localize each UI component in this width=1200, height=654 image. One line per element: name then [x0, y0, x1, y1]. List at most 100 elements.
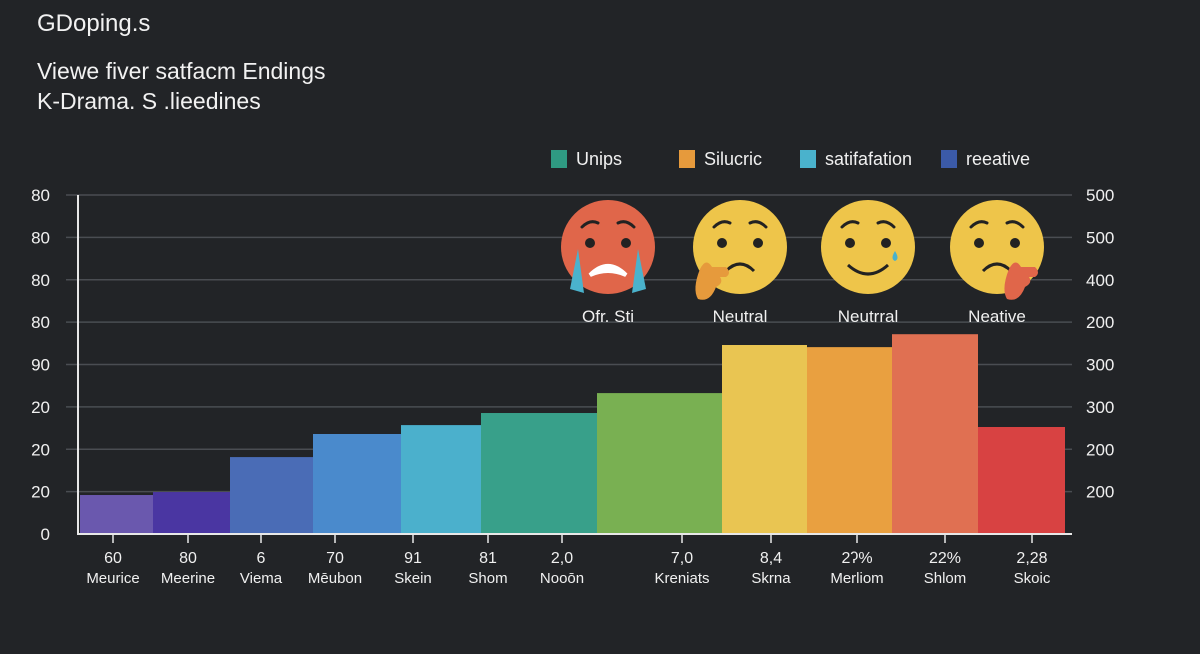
annotation-label: Neative — [968, 307, 1026, 326]
worried-thinking-face-icon — [950, 200, 1044, 300]
right-tick-label: 300 — [1086, 356, 1114, 375]
bar — [892, 334, 978, 534]
x-tick-value: 81 — [479, 550, 497, 567]
bar — [481, 413, 597, 534]
x-tick-label: Viema — [240, 570, 283, 587]
bar — [153, 492, 230, 534]
hand — [695, 262, 729, 300]
right-tick-label: 200 — [1086, 440, 1114, 459]
left-tick-label: 0 — [41, 525, 50, 544]
hand — [1004, 262, 1038, 300]
eye — [845, 238, 855, 248]
legend-item: satifafation — [800, 149, 912, 169]
x-tick-label: Skein — [394, 570, 432, 587]
tear — [892, 251, 898, 261]
brow — [969, 220, 989, 229]
mouth — [724, 262, 756, 273]
chart-subtitle-line2: K-Drama. S .lieedines — [37, 88, 261, 114]
right-tick-label: 300 — [1086, 398, 1114, 417]
x-tick-value: 22% — [929, 550, 961, 567]
smiling-tear-face-icon — [821, 200, 915, 294]
x-tick-value: 91 — [404, 550, 422, 567]
eye — [974, 238, 984, 248]
brow — [1005, 220, 1025, 229]
eye — [717, 238, 727, 248]
x-tick-value: 8,4 — [760, 550, 782, 567]
eye — [585, 238, 595, 248]
annotation-label: Neutrral — [838, 307, 898, 326]
x-tick-value: 7,0 — [671, 550, 693, 567]
x-tick-label: Meurice — [86, 570, 139, 587]
right-tick-label: 200 — [1086, 483, 1114, 502]
brow — [748, 220, 768, 229]
x-tick-label: Meerine — [161, 570, 215, 587]
x-tick-value: 70 — [326, 550, 344, 567]
x-tick-label: Merliom — [830, 570, 883, 587]
left-tick-label: 80 — [31, 186, 50, 205]
left-tick-label: 20 — [31, 483, 50, 502]
x-tick-label: Shlom — [924, 570, 967, 587]
x-tick-label: Skrna — [751, 570, 791, 587]
crying-face-icon — [561, 200, 655, 294]
x-tick-value: 6 — [257, 550, 266, 567]
right-tick-label: 200 — [1086, 313, 1114, 332]
legend-item: Unips — [551, 149, 622, 169]
tear — [632, 249, 646, 293]
left-tick-label: 80 — [31, 271, 50, 290]
legend-label: Silucric — [704, 149, 762, 169]
annotation-label: Ofr. Sti — [582, 307, 634, 326]
legend-label: reeative — [966, 149, 1030, 169]
x-tick-label: Shom — [468, 570, 507, 587]
left-tick-label: 20 — [31, 398, 50, 417]
face — [821, 200, 915, 294]
left-tick-label: 80 — [31, 313, 50, 332]
bar — [230, 457, 313, 534]
mouth — [981, 262, 1013, 273]
thinking-face-icon — [693, 200, 787, 300]
mouth — [846, 263, 890, 276]
left-tick-label: 80 — [31, 228, 50, 247]
bar — [807, 347, 892, 534]
brow — [840, 220, 860, 229]
left-tick-label: 20 — [31, 440, 50, 459]
legend-swatch — [679, 150, 695, 168]
bar — [597, 393, 722, 534]
legend-swatch — [551, 150, 567, 168]
x-tick-value: 60 — [104, 550, 122, 567]
annotation-label: Neutral — [713, 307, 768, 326]
bar — [401, 425, 481, 534]
right-tick-label: 500 — [1086, 186, 1114, 205]
x-tick-value: 2ʔ% — [841, 550, 872, 567]
legend-item: Silucric — [679, 149, 762, 169]
tear — [570, 249, 584, 293]
page-title: GDoping.s — [37, 10, 151, 37]
brow — [876, 220, 896, 229]
brow — [616, 220, 636, 229]
mouth — [588, 264, 628, 277]
bar — [722, 345, 807, 534]
x-tick-label: Mēubon — [308, 570, 362, 587]
chart-subtitle-line1: Viewe fiver satfacm Endings — [37, 58, 326, 84]
legend-item: reeative — [941, 149, 1030, 169]
x-tick-value: 2,0 — [551, 550, 573, 567]
legend-label: satifafation — [825, 149, 912, 169]
legend-swatch — [800, 150, 816, 168]
right-tick-label: 500 — [1086, 228, 1114, 247]
bar — [80, 495, 153, 534]
bar — [313, 433, 401, 534]
x-tick-value: 80 — [179, 550, 197, 567]
eye — [1010, 238, 1020, 248]
x-tick-value: 2,28 — [1016, 550, 1047, 567]
brow — [712, 220, 732, 229]
x-tick-label: Kreniats — [654, 570, 709, 587]
legend-label: Unips — [576, 149, 622, 169]
eye — [753, 238, 763, 248]
left-tick-label: 90 — [31, 356, 50, 375]
legend-swatch — [941, 150, 957, 168]
x-tick-label: Nooōn — [540, 570, 584, 587]
brow — [580, 220, 600, 229]
eye — [621, 238, 631, 248]
eye — [881, 238, 891, 248]
bar — [978, 427, 1065, 534]
